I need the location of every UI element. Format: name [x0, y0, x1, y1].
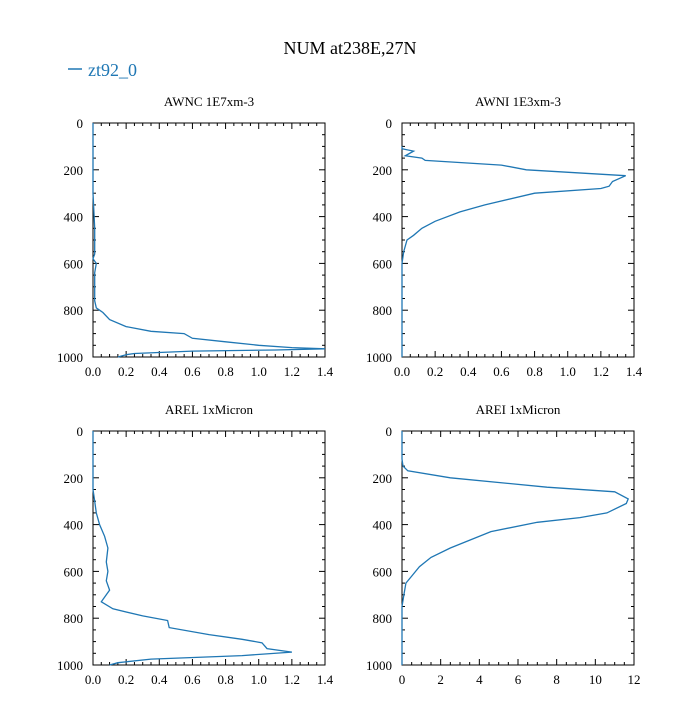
y-tick-label: 0	[386, 116, 393, 131]
panel-title: AREI 1xMicron	[476, 402, 561, 417]
y-tick-label: 200	[64, 471, 84, 486]
x-tick-label: 1.4	[317, 672, 334, 687]
y-tick-label: 0	[77, 116, 84, 131]
y-tick-label: 1000	[57, 658, 83, 673]
y-tick-label: 600	[373, 564, 393, 579]
plot-frame	[401, 122, 635, 358]
panel-1: AWNC 1E7xm-3 0.0 0.2 0.4 0.6 0.8 1.0 1.2 1.4 0 200…	[57, 94, 334, 379]
x-tick-label: 1.0	[560, 364, 576, 379]
x-tick-label: 0.4	[151, 364, 168, 379]
y-tick-label: 1000	[57, 350, 83, 365]
series-line-zt92_0	[92, 123, 326, 358]
y-tick-label: 0	[77, 424, 84, 439]
x-tick-label: 1.2	[284, 672, 300, 687]
y-tick-label: 600	[64, 256, 84, 271]
plot-frame	[401, 430, 635, 666]
x-tick-label: 0.6	[493, 364, 510, 379]
panel-3: AREL 1xMicron 0.0 0.2 0.4 0.6 0.8 1.0 1.2 1.4 0 20…	[57, 402, 334, 687]
x-tick-label: 0.8	[217, 672, 233, 687]
x-tick-label: 0.4	[151, 672, 168, 687]
y-tick-label: 1000	[366, 658, 392, 673]
x-tick-label: 1.2	[593, 364, 609, 379]
y-tick-label: 400	[64, 518, 84, 533]
x-tick-label: 6	[515, 672, 522, 687]
x-tick-label: 1.4	[626, 364, 643, 379]
y-tick-label: 600	[373, 256, 393, 271]
x-tick-label: 4	[476, 672, 483, 687]
x-tick-label: 0.8	[217, 364, 233, 379]
x-tick-label: 0.0	[85, 672, 101, 687]
x-tick-label: 10	[589, 672, 602, 687]
x-tick-label: 1.2	[284, 364, 300, 379]
legend-label: zt92_0	[88, 60, 137, 80]
x-tick-label: 2	[437, 672, 444, 687]
legend: zt92_0	[68, 60, 137, 80]
plot-frame	[92, 122, 326, 358]
y-tick-label: 400	[64, 210, 84, 225]
plot-frame	[92, 430, 326, 666]
figure-title: NUM at238E,27N	[284, 38, 417, 58]
x-tick-label: 1.0	[251, 672, 267, 687]
y-tick-label: 800	[64, 611, 84, 626]
x-tick-label: 0.8	[526, 364, 542, 379]
x-tick-label: 0.0	[85, 364, 101, 379]
x-tick-label: 0.0	[394, 364, 410, 379]
y-tick-label: 400	[373, 210, 393, 225]
x-tick-label: 0	[399, 672, 406, 687]
panel-4: AREI 1xMicron 0 2 4 6 8 10 12 0 200 400 600 800 1000	[366, 402, 641, 687]
panel-title: AWNI 1E3xm-3	[475, 94, 561, 109]
x-tick-label: 0.2	[427, 364, 443, 379]
panels: AWNC 1E7xm-30.0 0.2 0.4 0.6 0.8 1.0 1.2 1.40200…	[57, 94, 643, 687]
x-tick-label: 0.4	[460, 364, 477, 379]
x-tick-label: 1.0	[251, 364, 267, 379]
series-line-zt92_0	[401, 146, 626, 357]
y-tick-label: 200	[373, 471, 393, 486]
y-tick-label: 200	[373, 163, 393, 178]
x-tick-label: 0.6	[184, 364, 201, 379]
y-tick-label: 800	[373, 303, 393, 318]
x-tick-label: 8	[553, 672, 560, 687]
y-tick-label: 800	[64, 303, 84, 318]
x-tick-label: 0.2	[118, 364, 134, 379]
panel-2: AWNI 1E3xm-3 0.0 0.2 0.4 0.6 0.8 1.0 1.2 1.4 0 200…	[366, 94, 643, 379]
series-line-zt92_0	[401, 431, 630, 665]
panel-title: AWNC 1E7xm-3	[164, 94, 254, 109]
y-tick-label: 600	[64, 564, 84, 579]
y-tick-label: 400	[373, 518, 393, 533]
x-tick-label: 0.2	[118, 672, 134, 687]
y-tick-label: 0	[386, 424, 393, 439]
x-tick-label: 12	[628, 672, 641, 687]
panel-title: AREL 1xMicron	[165, 402, 253, 417]
x-tick-label: 1.4	[317, 364, 334, 379]
x-tick-label: 0.6	[184, 672, 201, 687]
y-tick-label: 1000	[366, 350, 392, 365]
series-line-zt92_0	[92, 431, 292, 666]
y-tick-label: 200	[64, 163, 84, 178]
y-tick-label: 800	[373, 611, 393, 626]
